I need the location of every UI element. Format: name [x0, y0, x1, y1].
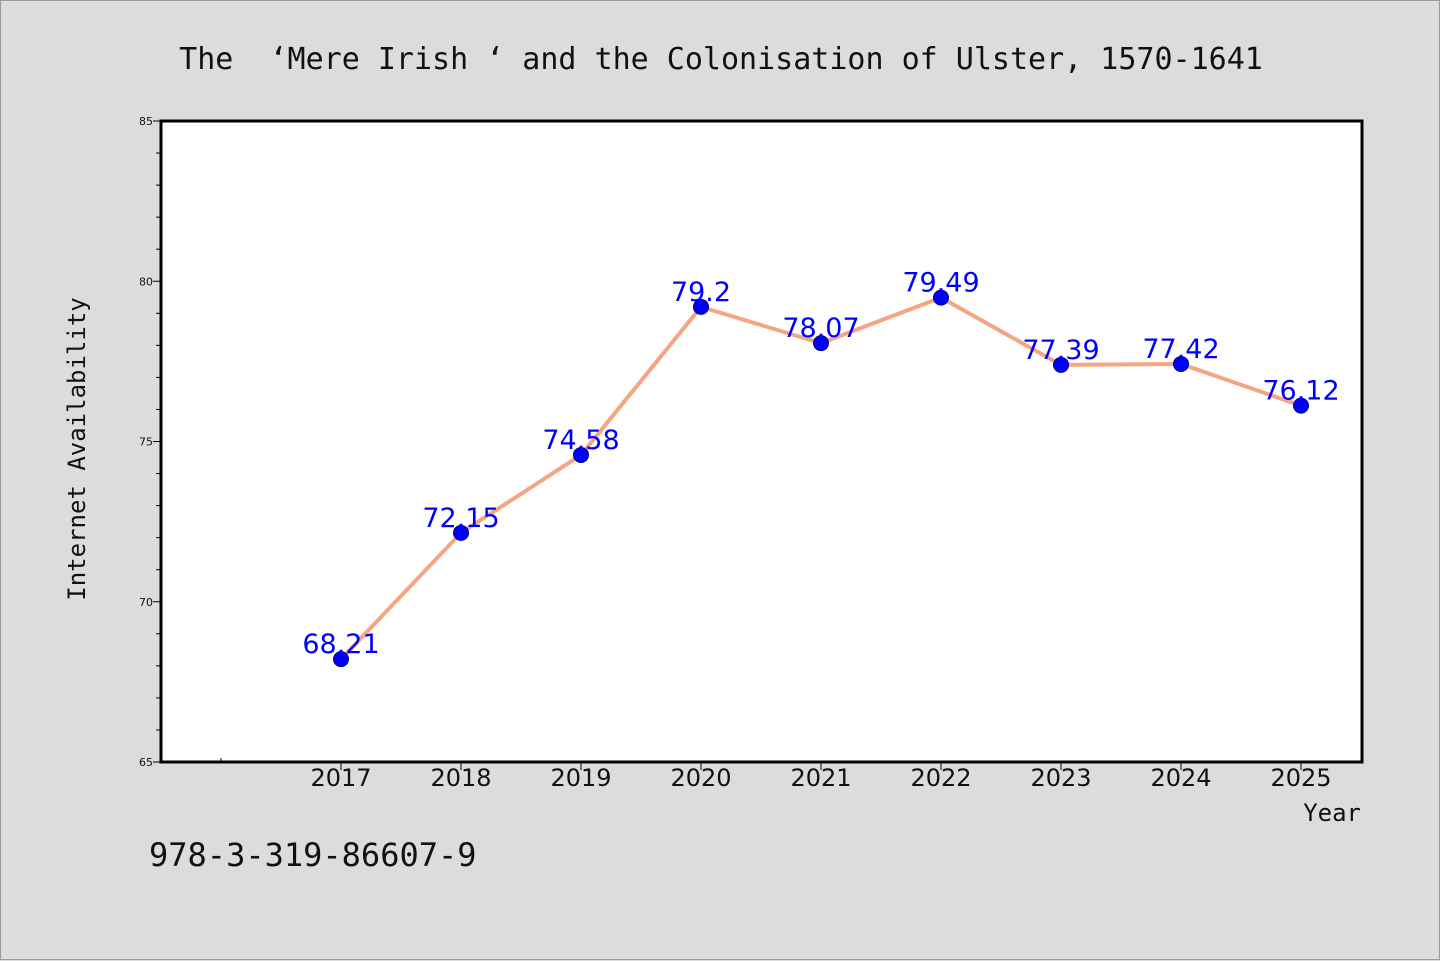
x-tick-label: 2019 — [550, 764, 611, 792]
y-tick-label: 85 — [139, 115, 153, 128]
data-point-marker — [933, 289, 949, 306]
data-label: 74.58 — [542, 425, 619, 456]
x-tick-label: 2024 — [1150, 764, 1211, 792]
data-point-marker — [573, 446, 589, 463]
y-tick-label: 80 — [139, 275, 153, 288]
x-tick-label: 2021 — [790, 764, 851, 792]
data-label: 68.21 — [302, 629, 379, 660]
y-axis-ticks: 65 70 75 80 85 — [139, 115, 161, 769]
chart-title: The ‘Mere Irish ‘ and the Colonisation o… — [179, 42, 1263, 77]
data-point-marker — [813, 335, 829, 352]
plot-area — [159, 119, 1364, 764]
data-label: 79.49 — [902, 268, 979, 299]
data-label: 79.2 — [671, 277, 731, 308]
y-tick-label: 65 — [139, 756, 153, 769]
x-tick-label: 2023 — [1030, 764, 1091, 792]
x-tick-label: 2017 — [310, 764, 371, 792]
x-tick-label: 2025 — [1270, 764, 1331, 792]
x-tick-label: 2018 — [430, 764, 491, 792]
data-label: 77.39 — [1022, 335, 1099, 366]
data-point-marker — [1173, 355, 1189, 372]
data-point-marker — [1293, 397, 1309, 414]
y-tick-label: 70 — [139, 596, 153, 609]
data-point-marker — [453, 524, 469, 541]
data-label: 76.12 — [1262, 376, 1339, 407]
data-series: 68.21 72.15 74.58 79.2 78.07 79.49 77.39 77.42 7… — [302, 268, 1340, 668]
x-tick-label: 2020 — [670, 764, 731, 792]
data-label: 78.07 — [782, 313, 859, 344]
data-label: 77.42 — [1142, 334, 1219, 365]
x-axis-title: Year — [1303, 799, 1361, 827]
isbn-text: 978-3-319-86607-9 — [149, 836, 477, 874]
data-point-marker — [1053, 356, 1069, 373]
data-label: 72.15 — [422, 503, 499, 534]
data-point-marker — [333, 651, 349, 668]
y-axis-title: Internet Availability — [63, 297, 91, 600]
data-point-marker — [693, 298, 709, 315]
x-axis-ticks: 2017 2018 2019 2020 2021 2022 2023 2024 2025 — [220, 758, 1332, 792]
y-tick-label: 75 — [139, 436, 153, 449]
x-tick-label: 2022 — [910, 764, 971, 792]
